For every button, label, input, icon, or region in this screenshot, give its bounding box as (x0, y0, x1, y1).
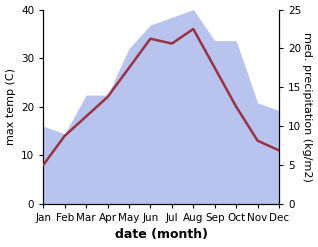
Y-axis label: med. precipitation (kg/m2): med. precipitation (kg/m2) (302, 32, 313, 182)
Y-axis label: max temp (C): max temp (C) (5, 68, 16, 145)
X-axis label: date (month): date (month) (115, 228, 208, 242)
